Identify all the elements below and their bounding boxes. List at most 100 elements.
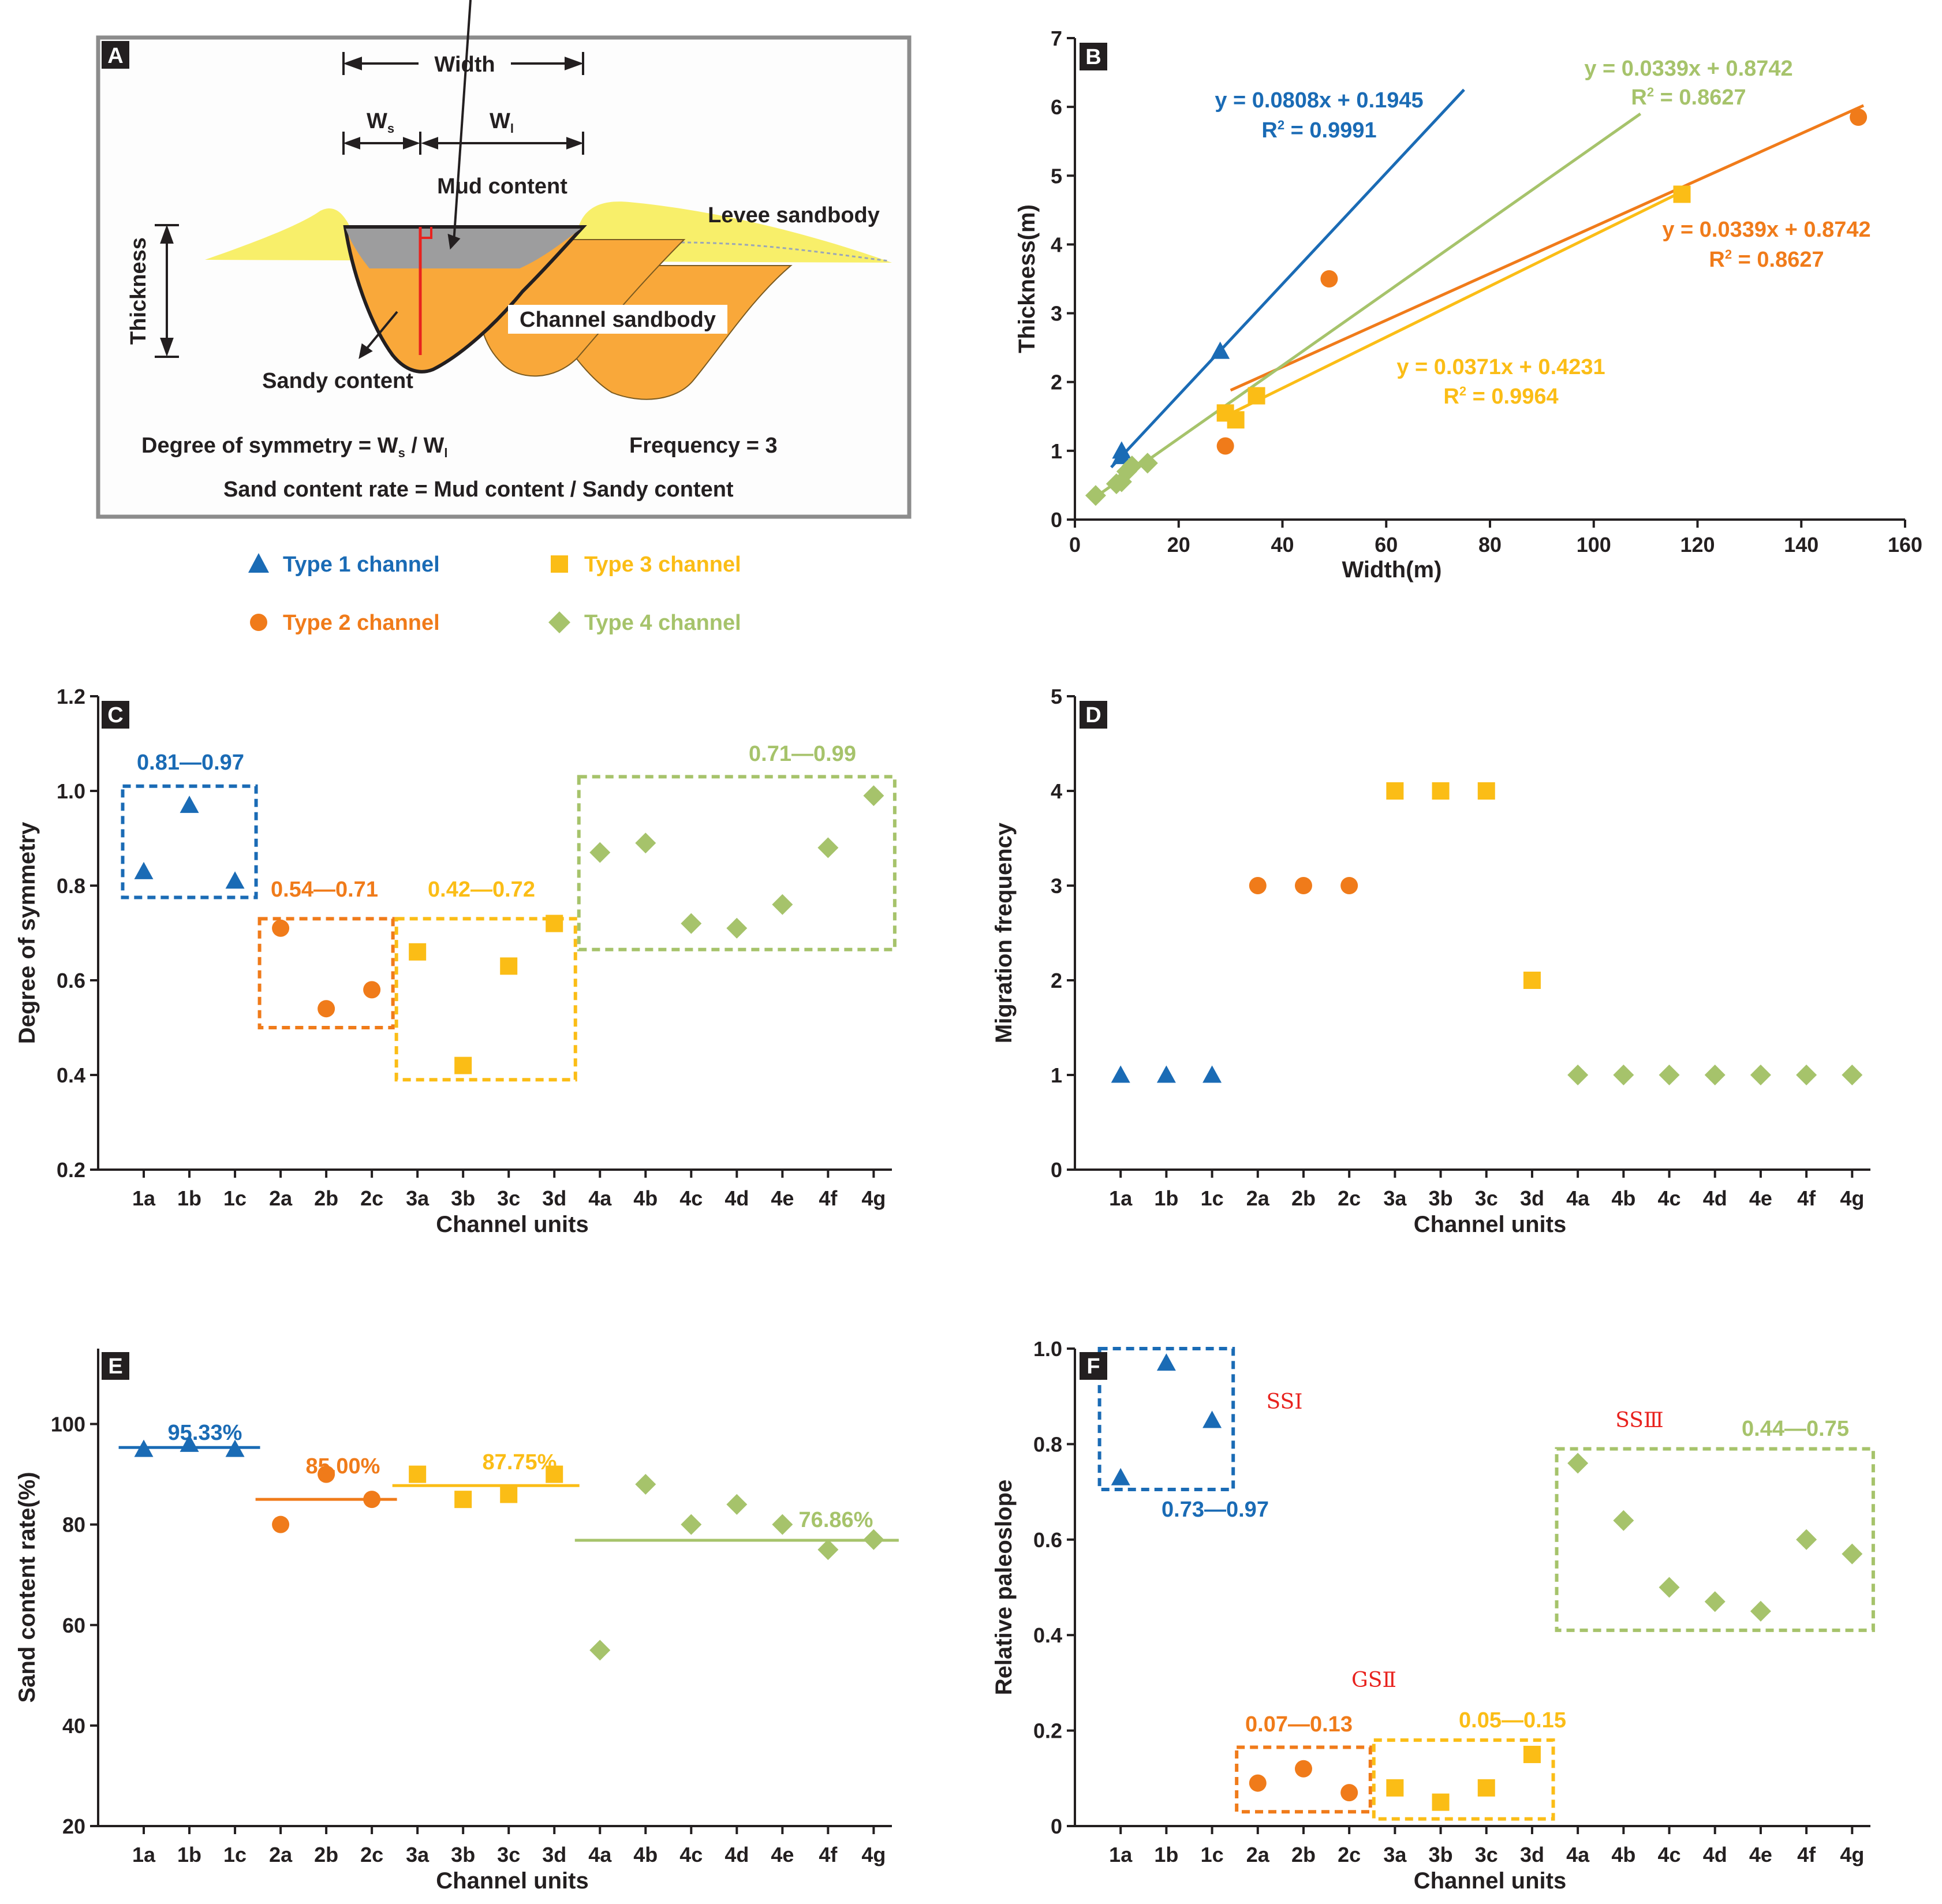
e-x-tick-label: 3c bbox=[497, 1843, 520, 1866]
e-x-tick-label: 2b bbox=[314, 1843, 338, 1866]
b-y-tick-label: 4 bbox=[1051, 233, 1062, 256]
e-x-tick-label: 2a bbox=[269, 1843, 293, 1866]
d-point-3b bbox=[1432, 782, 1450, 800]
d-point-2c bbox=[1340, 877, 1358, 894]
c-y-tick-label: 1.2 bbox=[57, 685, 85, 708]
b-y-tick-label: 3 bbox=[1051, 302, 1062, 326]
f-x-tick-label: 4c bbox=[1658, 1843, 1681, 1866]
d-x-tick-label: 2b bbox=[1291, 1186, 1316, 1210]
c-x-tick-label: 1b bbox=[177, 1186, 201, 1210]
d-point-1a bbox=[1111, 1065, 1130, 1083]
b-x-tick-label: 0 bbox=[1069, 533, 1081, 557]
e-x-tick-label: 1c bbox=[223, 1843, 247, 1866]
e-point-4e bbox=[772, 1514, 793, 1535]
f-x-tick-label: 3a bbox=[1383, 1843, 1407, 1866]
f-point-4g bbox=[1842, 1543, 1863, 1565]
f-y-tick-label: 0.4 bbox=[1033, 1623, 1062, 1647]
c-point-4a bbox=[589, 842, 611, 863]
f-point-4e bbox=[1750, 1600, 1771, 1622]
panel-d-axes: 0 1 2 3 4 5 1a 1b 1c 2a 2b 2c 3a 3b 3c 3d 4a 4b 4c 4d 4e 4f 4g… bbox=[991, 685, 1870, 1237]
e-point-4d bbox=[726, 1494, 748, 1515]
c-point-2c bbox=[363, 981, 381, 999]
d-point-1c bbox=[1202, 1065, 1222, 1083]
legend-type2-label: Type 2 channel bbox=[283, 611, 440, 635]
d-point-4g bbox=[1842, 1065, 1863, 1085]
d-x-axis-title: Channel units bbox=[1414, 1212, 1566, 1237]
c-point-4c bbox=[681, 913, 702, 934]
panel-c: 0.2 0.4 0.6 0.8 1.0 1.2 1a 1b 1c 2a 2b 2c 3a 3b 3c 3d 4a… bbox=[14, 685, 897, 1237]
c-point-4f bbox=[817, 837, 839, 858]
f-x-tick-label: 2a bbox=[1246, 1843, 1270, 1866]
c-point-1b bbox=[180, 796, 199, 813]
e-x-tick-label: 3d bbox=[542, 1843, 566, 1866]
c-x-tick-label: 3b bbox=[451, 1186, 475, 1210]
f-x-tick-label: 3d bbox=[1520, 1843, 1544, 1866]
f-x-tick-label: 4g bbox=[1840, 1843, 1864, 1866]
e-x-tick-label: 1b bbox=[177, 1843, 201, 1866]
e-y-tick-label: 40 bbox=[62, 1714, 85, 1738]
f-point-3c bbox=[1477, 1779, 1495, 1797]
e-x-tick-label: 4f bbox=[819, 1843, 838, 1866]
c-y-tick-label: 1.0 bbox=[57, 779, 85, 803]
thickness-label: Thickness bbox=[126, 237, 151, 345]
c-point-4g bbox=[863, 785, 884, 807]
d-x-tick-label: 3d bbox=[1520, 1186, 1544, 1210]
c-range-box-type4 bbox=[577, 775, 897, 951]
f-y-tick-label: 0.6 bbox=[1033, 1528, 1062, 1552]
e-point-4g bbox=[863, 1529, 884, 1550]
c-point-1c bbox=[225, 871, 245, 889]
d-y-tick-label: 3 bbox=[1051, 874, 1062, 898]
d-point-2a bbox=[1249, 877, 1267, 894]
type4-paleoslope-range: 0.44—0.75 bbox=[1742, 1417, 1849, 1441]
b-y-axis-title: Thickness(m) bbox=[1014, 204, 1040, 353]
panel-f-badge bbox=[1080, 1352, 1107, 1380]
f-x-tick-label: 1b bbox=[1154, 1843, 1178, 1866]
c-x-tick-label: 3a bbox=[406, 1186, 430, 1210]
f-y-tick-label: 1.0 bbox=[1033, 1337, 1062, 1361]
b-y-tick-label: 0 bbox=[1051, 508, 1062, 532]
panel-c-badge bbox=[102, 701, 129, 729]
b-point-type4 bbox=[1121, 456, 1142, 477]
e-y-tick-label: 60 bbox=[62, 1614, 85, 1637]
e-x-tick-label: 1a bbox=[132, 1843, 156, 1866]
f-x-tick-label: 1c bbox=[1201, 1843, 1224, 1866]
panel-f-axes: 0 0.2 0.4 0.6 0.8 1.0 1a 1b 1c 2a 2b 2c 3a 3b 3c 3d 4a 4b… bbox=[991, 1337, 1870, 1894]
e-x-tick-label: 4e bbox=[771, 1843, 794, 1866]
legend-type1-marker bbox=[248, 553, 269, 573]
d-point-4b bbox=[1613, 1065, 1634, 1085]
type1-equation: y = 0.0808x + 0.1945 bbox=[1215, 88, 1423, 113]
b-point-type3 bbox=[1227, 411, 1245, 429]
type4-average-label: 76.86% bbox=[799, 1508, 873, 1532]
panel-f-range-boxes bbox=[1097, 1347, 1875, 1821]
b-y-tick-label: 7 bbox=[1051, 27, 1062, 50]
panel-d-badge bbox=[1080, 701, 1107, 729]
f-range-box-type1 bbox=[1097, 1347, 1235, 1491]
d-point-4a bbox=[1567, 1065, 1589, 1085]
d-point-4f bbox=[1796, 1065, 1817, 1085]
panel-e-badge-text: E bbox=[108, 1354, 122, 1379]
legend-type3-label: Type 3 channel bbox=[584, 552, 741, 577]
d-y-tick-label: 0 bbox=[1051, 1158, 1062, 1182]
panel-c-axes: 0.2 0.4 0.6 0.8 1.0 1.2 1a 1b 1c 2a 2b 2c 3a 3b 3c 3d 4a… bbox=[14, 685, 892, 1237]
b-y-tick-label: 1 bbox=[1051, 439, 1062, 463]
b-fit-line-type3 bbox=[1230, 193, 1678, 415]
panel-c-badge-text: C bbox=[107, 703, 123, 727]
d-x-tick-label: 4g bbox=[1840, 1186, 1864, 1210]
panel-e: 20 40 60 80 100 1a 1b 1c 2a 2b 2c 3a 3b 3c 3d 4a 4b 4c 4d 4… bbox=[14, 1349, 899, 1894]
d-y-tick-label: 1 bbox=[1051, 1063, 1062, 1087]
f-x-tick-label: 4a bbox=[1566, 1843, 1590, 1866]
c-x-tick-label: 2b bbox=[314, 1186, 338, 1210]
f-x-tick-label: 1a bbox=[1109, 1843, 1133, 1866]
b-x-tick-label: 80 bbox=[1478, 533, 1502, 557]
type2-paleoslope-range: 0.07—0.13 bbox=[1245, 1712, 1353, 1737]
type3-paleoslope-range: 0.05—0.15 bbox=[1459, 1708, 1566, 1733]
e-x-tick-label: 3a bbox=[406, 1843, 430, 1866]
c-y-tick-label: 0.8 bbox=[57, 874, 85, 898]
d-point-3d bbox=[1523, 972, 1541, 989]
thickness-dimension bbox=[155, 224, 179, 358]
b-y-tick-label: 2 bbox=[1051, 371, 1062, 394]
e-point-3b bbox=[454, 1491, 472, 1509]
channel-label-bg bbox=[508, 305, 727, 334]
b-point-type1 bbox=[1211, 341, 1230, 359]
d-x-tick-label: 3c bbox=[1475, 1186, 1498, 1210]
